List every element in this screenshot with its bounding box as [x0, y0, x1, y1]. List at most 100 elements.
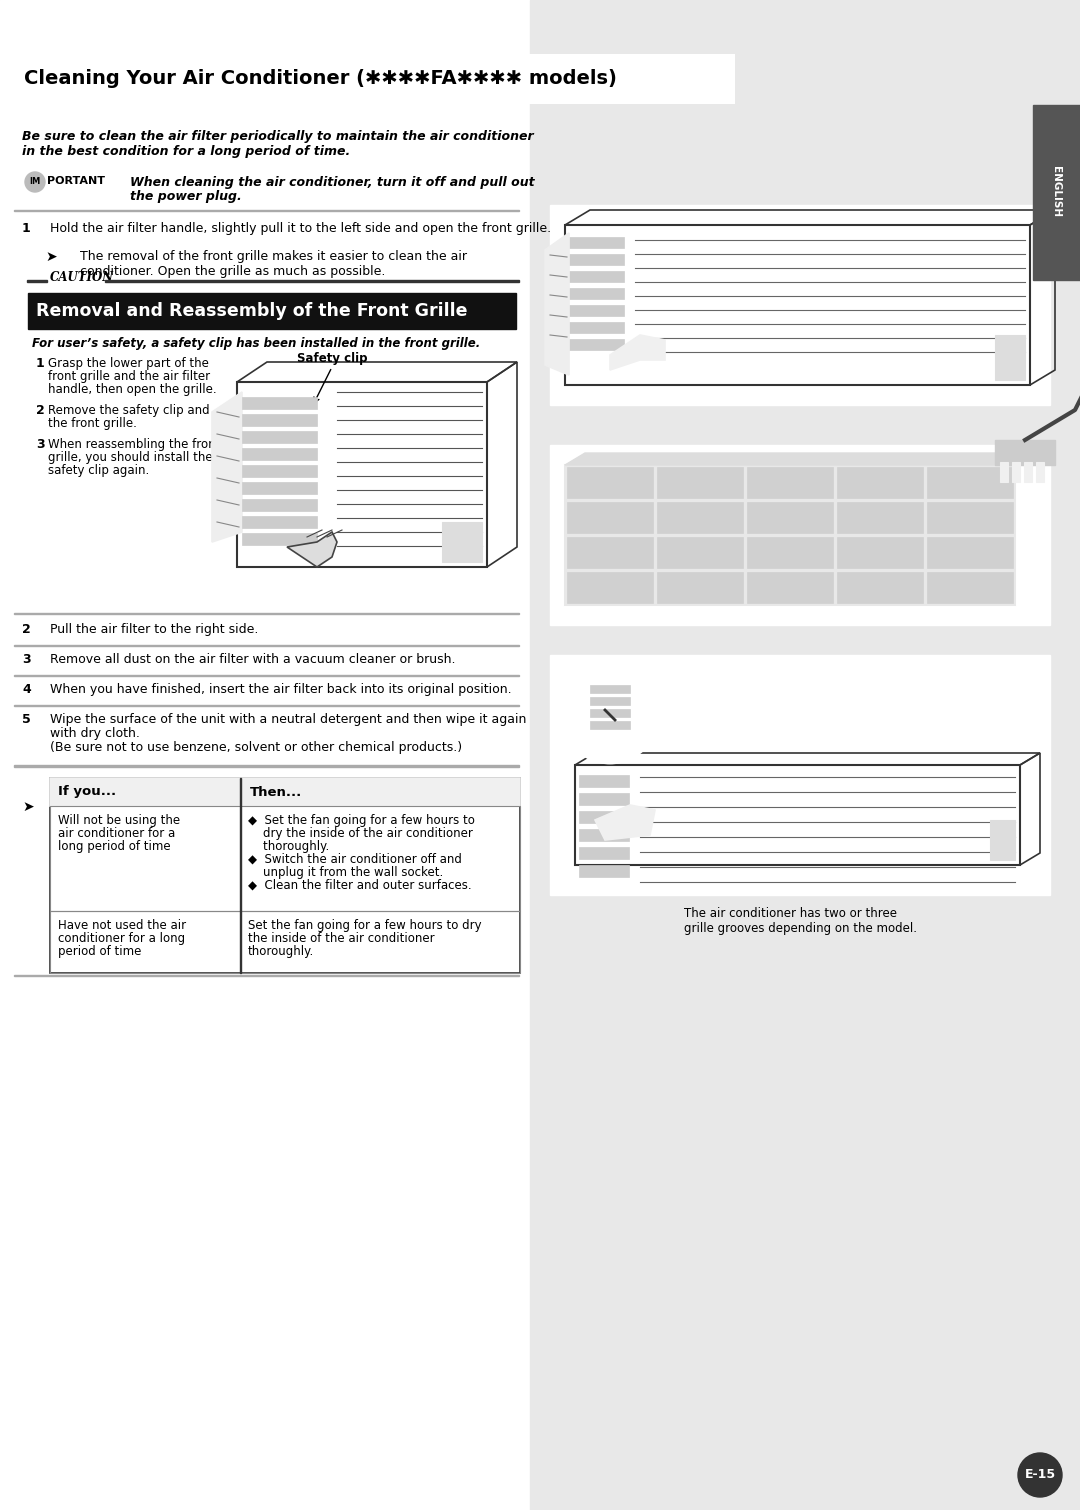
Polygon shape [610, 335, 665, 370]
Bar [569, 322, 624, 334]
Bar [242, 430, 318, 442]
Bar [575, 766, 1020, 865]
Bar [657, 538, 743, 568]
Bar [579, 829, 629, 841]
Text: ➤: ➤ [22, 800, 33, 814]
Text: (Be sure not to use benzene, solvent or other chemical products.): (Be sure not to use benzene, solvent or … [50, 741, 462, 753]
Bar [565, 225, 1030, 385]
Bar [995, 439, 1055, 465]
Text: When cleaning the air conditioner, turn it off and pull out: When cleaning the air conditioner, turn … [130, 177, 535, 189]
Text: grille, you should install the: grille, you should install the [48, 451, 213, 464]
Bar [927, 572, 1013, 602]
Text: thoroughly.: thoroughly. [248, 945, 314, 957]
Bar [569, 270, 624, 282]
Circle shape [25, 172, 45, 192]
Text: E-15: E-15 [1025, 1469, 1055, 1481]
Bar [579, 811, 629, 823]
Bar [242, 414, 318, 426]
Text: Then...: Then... [249, 785, 302, 799]
Bar [50, 778, 519, 806]
Text: thoroughly.: thoroughly. [248, 840, 329, 853]
Bar [837, 501, 923, 533]
Text: Remove all dust on the air filter with a vacuum cleaner or brush.: Remove all dust on the air filter with a… [50, 652, 456, 666]
Bar [530, 0, 1080, 1510]
Bar [657, 467, 743, 498]
Bar [567, 538, 653, 568]
Text: When reassembling the front: When reassembling the front [48, 438, 220, 451]
Text: 4: 4 [22, 683, 30, 696]
Text: front grille and the air filter: front grille and the air filter [48, 370, 211, 384]
Bar [657, 572, 743, 602]
Bar [590, 698, 630, 705]
Text: unplug it from the wall socket.: unplug it from the wall socket. [248, 867, 443, 879]
Bar [995, 335, 1025, 381]
Text: The removal of the front grille makes it easier to clean the air: The removal of the front grille makes it… [80, 251, 467, 263]
Text: long period of time: long period of time [58, 840, 171, 853]
Text: safety clip again.: safety clip again. [48, 464, 149, 477]
Text: Pull the air filter to the right side.: Pull the air filter to the right side. [50, 624, 258, 636]
Circle shape [1018, 1453, 1062, 1496]
Text: handle, then open the grille.: handle, then open the grille. [48, 384, 217, 396]
Text: ◆  Set the fan going for a few hours to: ◆ Set the fan going for a few hours to [248, 814, 475, 827]
Text: 2: 2 [36, 405, 44, 417]
Bar [657, 501, 743, 533]
Polygon shape [287, 532, 337, 566]
Text: Set the fan going for a few hours to dry: Set the fan going for a few hours to dry [248, 920, 482, 932]
Bar [590, 720, 630, 729]
Bar [747, 501, 833, 533]
Text: ◆  Switch the air conditioner off and: ◆ Switch the air conditioner off and [248, 853, 462, 867]
Bar [837, 538, 923, 568]
Text: PORTANT: PORTANT [48, 177, 105, 186]
Text: CAUTION: CAUTION [50, 270, 114, 284]
Bar [242, 533, 318, 545]
Bar [747, 467, 833, 498]
Text: For user’s safety, a safety clip has been installed in the front grille.: For user’s safety, a safety clip has bee… [32, 337, 481, 350]
Bar [242, 397, 318, 409]
Bar [747, 538, 833, 568]
Bar [927, 501, 1013, 533]
Bar [569, 288, 624, 299]
Text: with dry cloth.: with dry cloth. [50, 726, 140, 740]
Bar [550, 205, 1050, 405]
Bar [747, 572, 833, 602]
Text: Will not be using the: Will not be using the [58, 814, 180, 827]
Text: IM: IM [29, 178, 41, 187]
Bar [242, 448, 318, 461]
Text: Wipe the surface of the unit with a neutral detergent and then wipe it again: Wipe the surface of the unit with a neut… [50, 713, 526, 726]
Bar [550, 655, 1050, 895]
Text: conditioner for a long: conditioner for a long [58, 932, 185, 945]
Polygon shape [595, 805, 654, 840]
Bar [579, 775, 629, 787]
Text: ENGLISH: ENGLISH [1051, 166, 1061, 217]
Bar [569, 254, 624, 264]
Bar [442, 522, 482, 562]
Polygon shape [545, 233, 569, 374]
Text: Grasp the lower part of the: Grasp the lower part of the [48, 356, 208, 370]
Bar [565, 465, 1015, 606]
Bar [927, 467, 1013, 498]
Bar [237, 382, 487, 566]
Bar [569, 340, 624, 350]
Text: the inside of the air conditioner: the inside of the air conditioner [248, 932, 434, 945]
Bar [28, 293, 516, 329]
Text: Have not used the air: Have not used the air [58, 920, 186, 932]
Bar [1036, 462, 1044, 482]
Text: ◆  Clean the filter and outer surfaces.: ◆ Clean the filter and outer surfaces. [248, 879, 472, 892]
Bar [0, 0, 530, 1510]
Bar [590, 686, 630, 693]
Bar [1032, 106, 1080, 279]
Text: If you...: If you... [58, 785, 117, 799]
Bar [990, 820, 1015, 861]
Text: 2: 2 [22, 624, 30, 636]
Bar [550, 445, 1050, 625]
Bar [1024, 462, 1032, 482]
Bar [567, 467, 653, 498]
Text: 3: 3 [22, 652, 30, 666]
Bar [1000, 462, 1008, 482]
Bar [837, 467, 923, 498]
Bar [569, 237, 624, 248]
Text: 1: 1 [36, 356, 44, 370]
Bar [242, 482, 318, 494]
Text: 3: 3 [36, 438, 44, 451]
Bar [242, 465, 318, 477]
